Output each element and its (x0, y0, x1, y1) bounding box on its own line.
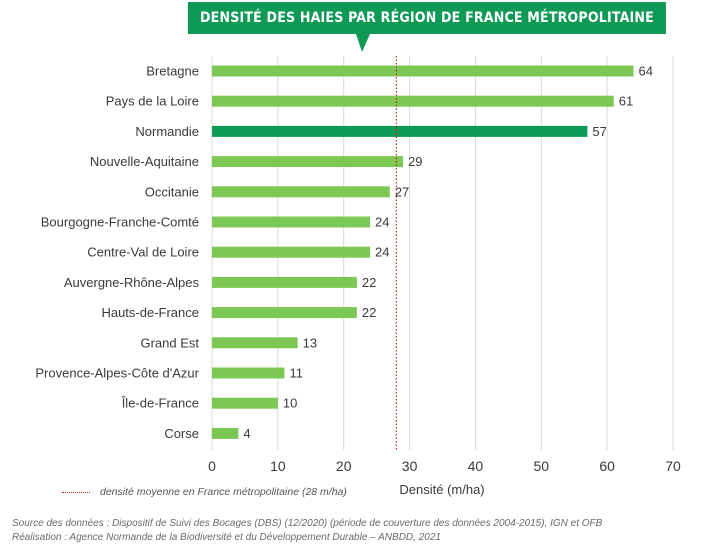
bar-occitanie (212, 186, 390, 198)
value-label-grand-est: 13 (303, 335, 317, 350)
category-label-nouvelle-aquitaine: Nouvelle-Aquitaine (90, 154, 199, 169)
legend: densité moyenne en France métropolitaine… (62, 486, 347, 498)
x-tick-label-70: 70 (665, 458, 681, 474)
bar-corse (212, 427, 239, 439)
value-label-provence-alpes-cote-d-azur: 11 (289, 366, 303, 381)
value-label-nouvelle-aquitaine: 29 (408, 154, 422, 169)
value-label-hauts-de-france: 22 (362, 305, 376, 320)
value-label-bourgogne-franche-comte: 24 (375, 215, 389, 230)
x-tick-label-10: 10 (270, 458, 286, 474)
category-label-centre-val-de-loire: Centre-Val de Loire (87, 245, 199, 260)
bar-centre-val-de-loire (212, 246, 371, 258)
bar-hauts-de-france (212, 307, 357, 319)
chart-title: DENSITÉ DES HAIES PAR RÉGION DE FRANCE M… (188, 2, 666, 34)
value-label-normandie: 57 (592, 124, 606, 139)
x-axis-title: Densité (m/ha) (399, 482, 484, 497)
x-tick-label-0: 0 (208, 458, 216, 474)
category-label-grand-est: Grand Est (140, 335, 199, 350)
value-label-bretagne: 64 (638, 64, 652, 79)
category-label-corse: Corse (164, 426, 199, 441)
footer-source: Source des données : Dispositif de Suivi… (12, 518, 603, 529)
bar-ile-de-france (212, 397, 278, 409)
bar-bourgogne-franche-comte (212, 216, 371, 228)
category-label-bretagne: Bretagne (146, 64, 199, 79)
footer-credit: Réalisation : Agence Normande de la Biod… (12, 532, 441, 543)
legend-reference-line-swatch (62, 491, 90, 493)
x-tick-label-60: 60 (599, 458, 615, 474)
bar-nouvelle-aquitaine (212, 156, 403, 168)
value-label-occitanie: 27 (395, 184, 409, 199)
bar-bretagne (212, 65, 634, 77)
category-label-pays-de-la-loire: Pays de la Loire (106, 94, 199, 109)
value-label-auvergne-rhone-alpes: 22 (362, 275, 376, 290)
category-label-bourgogne-franche-comte: Bourgogne-Franche-Comté (41, 215, 199, 230)
value-label-corse: 4 (243, 426, 250, 441)
x-tick-label-50: 50 (533, 458, 549, 474)
x-tick-label-30: 30 (402, 458, 418, 474)
legend-reference-label: densité moyenne en France métropolitaine… (100, 486, 347, 498)
bar-auvergne-rhone-alpes (212, 276, 357, 288)
x-tick-label-40: 40 (468, 458, 484, 474)
category-label-normandie: Normandie (135, 124, 199, 139)
value-label-ile-de-france: 10 (283, 396, 297, 411)
category-label-ile-de-france: Île-de-France (121, 396, 199, 411)
bar-normandie (212, 125, 588, 137)
category-label-provence-alpes-cote-d-azur: Provence-Alpes-Côte d'Azur (35, 366, 199, 381)
value-label-centre-val-de-loire: 24 (375, 245, 389, 260)
x-tick-label-20: 20 (336, 458, 352, 474)
category-label-occitanie: Occitanie (145, 184, 199, 199)
category-label-hauts-de-france: Hauts-de-France (101, 305, 199, 320)
value-label-pays-de-la-loire: 61 (619, 94, 633, 109)
bar-provence-alpes-cote-d-azur (212, 367, 285, 379)
bar-pays-de-la-loire (212, 95, 614, 107)
title-pointer (356, 34, 370, 52)
footer: Source des données : Dispositif de Suivi… (12, 517, 602, 545)
bar-grand-est (212, 337, 298, 349)
category-label-auvergne-rhone-alpes: Auvergne-Rhône-Alpes (64, 275, 200, 290)
